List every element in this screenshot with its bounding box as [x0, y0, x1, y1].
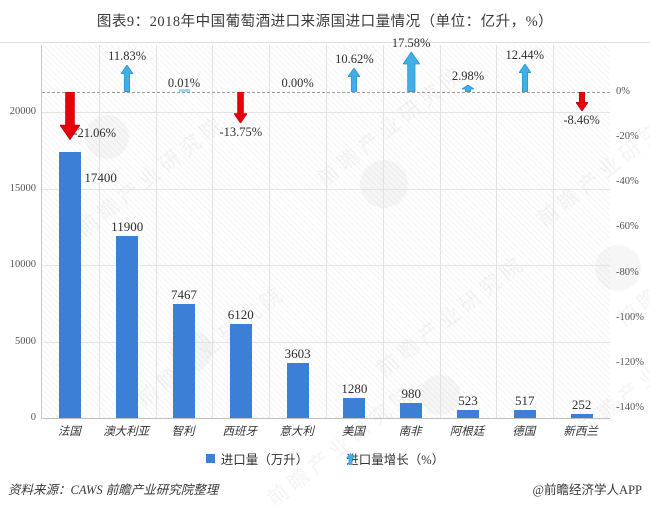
y-axis-tick-label: 20000 [9, 106, 36, 117]
right-axis-tick-label: -100% [616, 311, 644, 323]
import-volume-bar [457, 410, 479, 418]
import-volume-bar [116, 235, 139, 418]
right-axis-tick-label: -80% [616, 266, 639, 278]
bar-value-label: 7467 [171, 286, 197, 302]
import-volume-bar [229, 324, 252, 418]
up-arrow-icon [346, 452, 356, 465]
growth-value-label: 17.58% [391, 36, 431, 51]
x-axis-label: 意大利 [279, 426, 314, 438]
source-note: 资料来源：CAWS 前瞻产业研究院整理 [8, 483, 219, 497]
growth-down-arrow [233, 91, 249, 124]
bar-value-label: 252 [571, 397, 592, 413]
import-volume-bar [286, 362, 309, 418]
chart-title: 图表9：2018年中国葡萄酒进口来源国进口量情况（单位：亿升，%） [96, 14, 554, 30]
growth-value-label: -21.06% [73, 125, 117, 140]
y-axis-tick-label: 10000 [9, 259, 36, 270]
vertical-gridline [382, 45, 384, 418]
chart-plot-area: 17400 -21.06% 11900 11.83% 7467 0.01% 6120 -13.… [41, 36, 610, 419]
growth-value-label: 0.00% [281, 76, 314, 90]
vertical-gridline [155, 45, 157, 418]
right-axis-tick-label: -60% [616, 221, 639, 233]
growth-down-arrow [574, 91, 589, 112]
vertical-gridline [496, 45, 498, 418]
x-axis-label: 澳大利亚 [103, 426, 150, 438]
y-axis-tick-label: 0 [30, 412, 36, 423]
vertical-gridline [553, 45, 555, 418]
growth-up-arrow [518, 63, 532, 93]
growth-value-label: 10.62% [335, 52, 374, 67]
bar-value-label: 980 [401, 386, 421, 401]
import-volume-bar [570, 414, 593, 418]
bar-value-label: 11900 [111, 218, 144, 234]
x-axis-label: 南非 [398, 426, 422, 438]
brand-note: @前瞻经济学人APP [532, 483, 642, 497]
zero-percent-dashed-line [42, 92, 610, 93]
vertical-gridline [269, 45, 271, 418]
bar-value-label: 3603 [284, 345, 311, 361]
import-volume-bar [173, 303, 195, 418]
growth-value-label: -8.46% [563, 113, 600, 128]
x-axis-label: 新西兰 [563, 426, 598, 438]
x-axis-label: 美国 [341, 426, 365, 438]
legend-item: 进口量（万升） [205, 449, 309, 468]
growth-value-label: -13.75% [219, 125, 263, 140]
bar-value-label: 17400 [84, 169, 117, 185]
bar-value-label: 517 [515, 393, 535, 409]
vertical-gridline [212, 45, 214, 418]
bar-value-label: 523 [458, 392, 478, 408]
x-axis-label: 德国 [512, 426, 536, 438]
growth-up-arrow [460, 84, 476, 93]
right-axis-tick-label: 0% [616, 86, 630, 97]
y-axis-tick-label: 15000 [9, 182, 36, 194]
growth-value-label: 12.44% [505, 47, 545, 62]
import-volume-bar [59, 151, 82, 418]
growth-value-label: 0.01% [167, 76, 201, 90]
import-volume-bar [513, 410, 536, 418]
growth-up-arrow [402, 51, 421, 93]
x-axis-label: 法国 [57, 426, 81, 438]
x-axis-label: 智利 [171, 426, 195, 438]
vertical-gridline [326, 45, 327, 418]
y-axis-tick-label: 5000 [15, 335, 36, 347]
bar-value-label: 1280 [341, 381, 368, 397]
right-axis-tick-label: -120% [616, 356, 644, 368]
import-volume-bar [343, 398, 366, 418]
growth-down-arrow [59, 91, 82, 141]
growth-zero-marker [178, 89, 190, 92]
legend-label: 进口量（万升） [220, 453, 309, 467]
bar-value-label: 6120 [227, 307, 254, 323]
growth-value-label: 2.98% [451, 69, 485, 84]
growth-value-label: 11.83% [108, 49, 147, 64]
legend-label: 进口量增长（%） [346, 453, 445, 467]
right-axis-tick-label: -20% [616, 131, 639, 143]
bar-series-icon [205, 454, 215, 463]
growth-up-arrow [120, 64, 134, 93]
x-axis-label: 西班牙 [222, 426, 258, 438]
growth-up-arrow [347, 67, 362, 93]
vertical-gridline [98, 45, 100, 418]
vertical-gridline [439, 45, 441, 418]
right-axis-tick-label: -140% [616, 401, 644, 413]
title-separator-line [0, 42, 650, 43]
chart-legend: 进口量（万升） 进口量增长（%） [0, 449, 650, 468]
import-volume-bar [400, 403, 423, 418]
right-axis-tick-label: -40% [616, 176, 639, 188]
x-axis-label: 阿根廷 [449, 426, 485, 438]
legend-item: 进口量增长（%） [346, 449, 444, 468]
